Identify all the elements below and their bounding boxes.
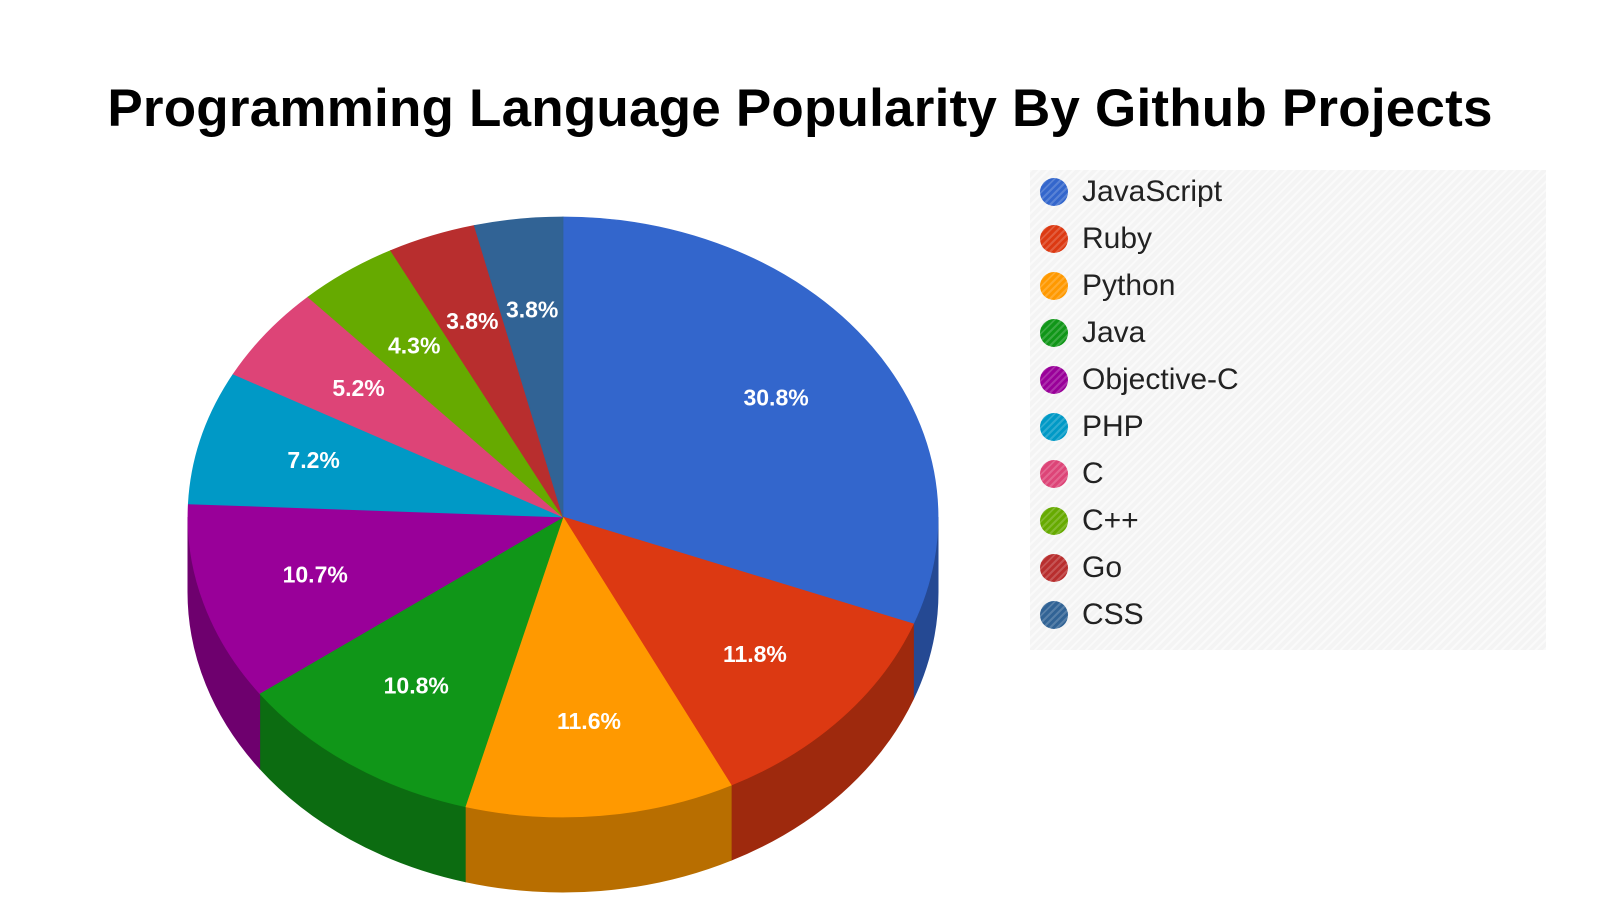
pie-slice-python[interactable] bbox=[464, 516, 732, 818]
chart-title: Programming Language Popularity By Githu… bbox=[107, 79, 1493, 138]
pie-slice-java[interactable] bbox=[258, 516, 564, 808]
legend-label: Ruby bbox=[1082, 222, 1153, 255]
legend-item-objective-c[interactable]: Objective-C bbox=[1040, 360, 1239, 400]
legend-swatch bbox=[1040, 413, 1068, 441]
slice-label-python: 11.6% bbox=[557, 708, 621, 734]
legend-label: C bbox=[1082, 457, 1104, 490]
legend-label: PHP bbox=[1082, 410, 1144, 443]
pie-slice-css[interactable] bbox=[473, 216, 564, 518]
slice-label-cplusplus: 4.3% bbox=[388, 333, 440, 359]
slice-label-css: 3.8% bbox=[506, 297, 558, 323]
legend-swatch bbox=[1040, 601, 1068, 629]
slice-label-go: 3.8% bbox=[446, 308, 498, 334]
legend-label: Go bbox=[1082, 551, 1123, 584]
legend-item-css[interactable]: CSS bbox=[1040, 595, 1144, 635]
legend-item-javascript[interactable]: JavaScript bbox=[1040, 172, 1222, 212]
slice-label-ruby: 11.8% bbox=[723, 641, 787, 667]
legend-item-java[interactable]: Java bbox=[1040, 313, 1145, 353]
legend-swatch bbox=[1040, 366, 1068, 394]
legend-swatch bbox=[1040, 272, 1068, 300]
legend-swatch bbox=[1040, 554, 1068, 582]
legend-item-go[interactable]: Go bbox=[1040, 548, 1122, 588]
legend-item-cplusplus[interactable]: C++ bbox=[1040, 501, 1139, 541]
legend: JavaScript Ruby Python Java Objective-C PHP C C… bbox=[1030, 170, 1546, 650]
slice-label-objective-c: 10.7% bbox=[283, 562, 348, 588]
legend-label: JavaScript bbox=[1082, 175, 1223, 208]
legend-swatch bbox=[1040, 319, 1068, 347]
pie-slice-objective-c[interactable] bbox=[187, 503, 565, 694]
legend-item-ruby[interactable]: Ruby bbox=[1040, 219, 1152, 259]
legend-swatch bbox=[1040, 507, 1068, 535]
legend-label: C++ bbox=[1082, 504, 1139, 537]
pie-slice-php[interactable] bbox=[187, 373, 564, 518]
slice-label-javascript: 30.8% bbox=[743, 385, 808, 411]
legend-item-python[interactable]: Python bbox=[1040, 266, 1175, 306]
pie-slice-javascript[interactable] bbox=[562, 216, 939, 625]
legend-label: CSS bbox=[1082, 598, 1144, 631]
legend-item-php[interactable]: PHP bbox=[1040, 407, 1144, 447]
legend-label: Python bbox=[1082, 269, 1176, 302]
legend-swatch bbox=[1040, 178, 1068, 206]
legend-label: Objective-C bbox=[1082, 363, 1239, 396]
legend-item-c[interactable]: C bbox=[1040, 454, 1104, 494]
pie-labels: 30.8%11.8%11.6%10.8%10.7%7.2%5.2%4.3%3.8… bbox=[283, 297, 809, 734]
legend-label: Java bbox=[1082, 316, 1146, 349]
slice-label-c: 5.2% bbox=[332, 375, 384, 401]
legend-swatch bbox=[1040, 460, 1068, 488]
slice-label-php: 7.2% bbox=[287, 447, 339, 473]
slice-label-java: 10.8% bbox=[384, 673, 449, 699]
legend-swatch bbox=[1040, 225, 1068, 253]
pie-tops bbox=[187, 216, 939, 818]
pie-slice-ruby[interactable] bbox=[562, 516, 914, 786]
